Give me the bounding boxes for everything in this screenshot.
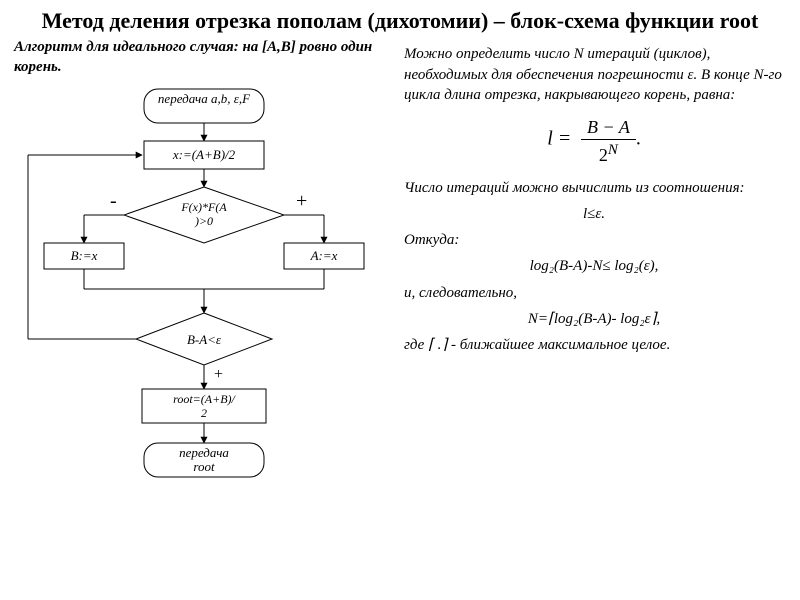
left-column: Алгоритм для идеального случая: на [A,B]… bbox=[14, 38, 394, 523]
right-p3: Откуда: bbox=[404, 230, 784, 250]
assign-b: B:=x bbox=[71, 248, 98, 263]
branch-minus: - bbox=[110, 190, 117, 212]
terminal-in: передача a,b, ε,F bbox=[158, 91, 251, 106]
terminal-out-l1: передача bbox=[179, 445, 229, 460]
left-intro: Алгоритм для идеального случая: на [A,B]… bbox=[14, 38, 394, 77]
process-root-l1: root=(A+B)/ bbox=[173, 392, 236, 406]
process-mid: x:=(A+B)/2 bbox=[172, 147, 236, 162]
right-p5: где ⌈ .⌉ - ближайшее максимальное целое. bbox=[404, 335, 784, 355]
formula: l = B − A 2N . bbox=[404, 115, 784, 168]
right-p2: Число итераций можно вычислить из соотно… bbox=[404, 178, 784, 198]
branch-plus: + bbox=[296, 190, 307, 212]
right-p1: Можно определить число N итераций (цикло… bbox=[404, 44, 784, 105]
terminal-out-l2: root bbox=[193, 459, 215, 474]
decision2: B-A<ε bbox=[187, 332, 222, 347]
result-line: N=⌈log₂(B-A)- log₂ε⌉, bbox=[404, 309, 784, 329]
decision1-line2: )>0 bbox=[194, 214, 213, 228]
log-line: log₂(B-A)-N≤ log₂(ε), bbox=[404, 256, 784, 276]
assign-a: A:=x bbox=[310, 248, 338, 263]
relation: l≤ε. bbox=[404, 204, 784, 224]
page-title: Метод деления отрезка пополам (дихотомии… bbox=[0, 0, 800, 38]
flowchart: передача a,b, ε,F x:=(A+B)/2 F(x)*F(A )>… bbox=[14, 83, 394, 523]
d2-plus: + bbox=[214, 366, 223, 383]
right-column: Можно определить число N итераций (цикло… bbox=[394, 38, 784, 523]
process-root-l2: 2 bbox=[201, 406, 207, 420]
right-p4: и, следовательно, bbox=[404, 283, 784, 303]
decision1-line1: F(x)*F(A bbox=[180, 200, 227, 214]
